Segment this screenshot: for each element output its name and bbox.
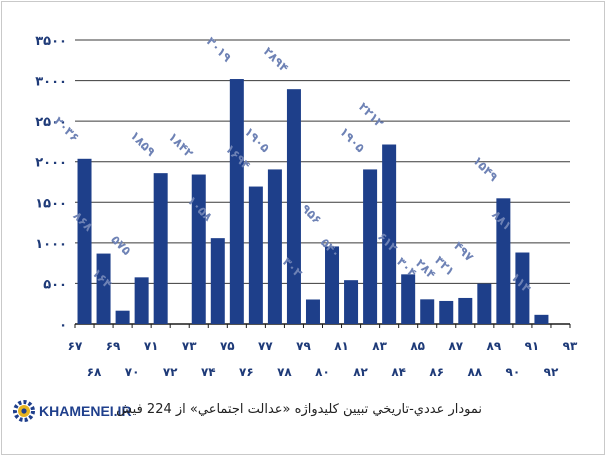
y-tick-label: ۵۰۰ xyxy=(43,277,67,292)
data-label: ۳۰۲ xyxy=(280,255,306,281)
x-tick-label: ۸۳ xyxy=(372,339,387,353)
data-label: ۱۸۴۲ xyxy=(166,130,197,161)
data-label: ۵۷۵ xyxy=(108,232,133,257)
gear-logo-icon xyxy=(13,400,35,422)
x-tick-label: ۷۲ xyxy=(163,365,178,379)
data-label: ۱۸۵۹ xyxy=(127,128,158,159)
data-label: ۱۹۰۵ xyxy=(242,125,273,156)
x-tick-label: ۹۲ xyxy=(544,365,559,379)
x-tick-label: ۹۱ xyxy=(525,339,540,353)
bar xyxy=(534,314,549,324)
data-label: ۸۶۸ xyxy=(70,209,96,235)
bar xyxy=(115,310,130,324)
x-tick-label: ۸۰ xyxy=(315,365,330,379)
data-label: ۶۱۲ xyxy=(375,229,401,255)
bar xyxy=(477,283,492,324)
x-tick-label: ۷۶ xyxy=(239,365,254,379)
data-label: ۸۸۱ xyxy=(489,208,514,233)
data-label: ۲۸۹۴ xyxy=(261,44,292,75)
data-label: ۵۴۰ xyxy=(318,235,343,260)
x-tick-label: ۸۴ xyxy=(391,365,406,379)
x-tick-label: ۸۹ xyxy=(487,339,502,353)
data-label: ۳۰۱۹ xyxy=(204,34,235,65)
x-tick-label: ۸۶ xyxy=(429,365,444,379)
bar xyxy=(496,198,511,324)
x-tick-label: ۹۳ xyxy=(563,339,578,353)
x-tick-label: ۷۴ xyxy=(201,365,216,379)
data-label: ۳۲۱ xyxy=(432,253,457,278)
bar xyxy=(344,280,359,324)
y-tick-label: ۱۰۰۰ xyxy=(35,237,67,252)
bar xyxy=(134,277,149,324)
bar xyxy=(96,253,111,324)
bar xyxy=(305,299,320,324)
x-tick-label: ۸۷ xyxy=(448,339,463,353)
x-tick-label: ۷۵ xyxy=(220,339,235,353)
data-label: ۱۱۳ xyxy=(508,270,534,296)
x-tick-label: ۶۷ xyxy=(68,339,83,353)
bar xyxy=(401,274,416,324)
x-tick-label: ۸۵ xyxy=(410,339,425,353)
x-tick-label: ۷۳ xyxy=(182,339,197,353)
bar xyxy=(286,89,301,324)
bar xyxy=(515,252,530,324)
khamenei-logo: KHAMENEI.IR xyxy=(10,396,132,426)
bar xyxy=(210,238,225,324)
x-tick-label: ۸۸ xyxy=(467,365,482,379)
data-label: ۱۶۴ xyxy=(89,266,114,291)
x-tick-label: ۷۹ xyxy=(296,339,311,353)
x-tick-label: ۷۸ xyxy=(277,365,292,379)
x-tick-label: ۶۸ xyxy=(87,365,102,379)
data-label: ۹۵۶ xyxy=(299,202,324,227)
x-tick-label: ۸۱ xyxy=(334,339,349,353)
bar xyxy=(325,246,340,324)
y-tick-label: ۱۵۰۰ xyxy=(35,196,67,211)
y-tick-label: ۳۵۰۰ xyxy=(35,34,67,49)
y-tick-label: ۲۵۰۰ xyxy=(35,115,67,130)
x-tick-label: ۹۰ xyxy=(506,365,521,379)
bar xyxy=(382,144,397,324)
bar xyxy=(77,158,92,324)
bar xyxy=(229,79,244,324)
x-tick-label: ۸۲ xyxy=(353,365,368,379)
bar xyxy=(267,169,282,324)
x-tick-label: ۶۹ xyxy=(106,339,121,353)
bar xyxy=(191,174,206,324)
y-tick-label: ۲۰۰۰ xyxy=(35,156,67,171)
bar xyxy=(363,169,378,324)
y-tick-label: ۰ xyxy=(59,318,67,333)
x-tick-label: ۷۰ xyxy=(125,365,140,379)
bar xyxy=(248,186,263,324)
y-tick-label: ۳۰۰۰ xyxy=(35,75,67,90)
x-tick-label: ۷۱ xyxy=(144,339,159,353)
data-label: ۱۵۴۹ xyxy=(470,153,501,184)
logo-text: KHAMENEI.IR xyxy=(39,403,132,419)
x-tick-label: ۷۷ xyxy=(258,339,273,353)
chart-caption: نمودار عددي-تاريخي تبيين كليدواژه «عدالت… xyxy=(116,402,482,417)
bar xyxy=(420,299,435,324)
data-label: ۱۹۰۵ xyxy=(337,125,368,156)
bar xyxy=(153,173,168,324)
bar xyxy=(458,297,473,324)
data-label: ۲۲۱۲ xyxy=(356,100,387,131)
bar xyxy=(439,300,454,324)
